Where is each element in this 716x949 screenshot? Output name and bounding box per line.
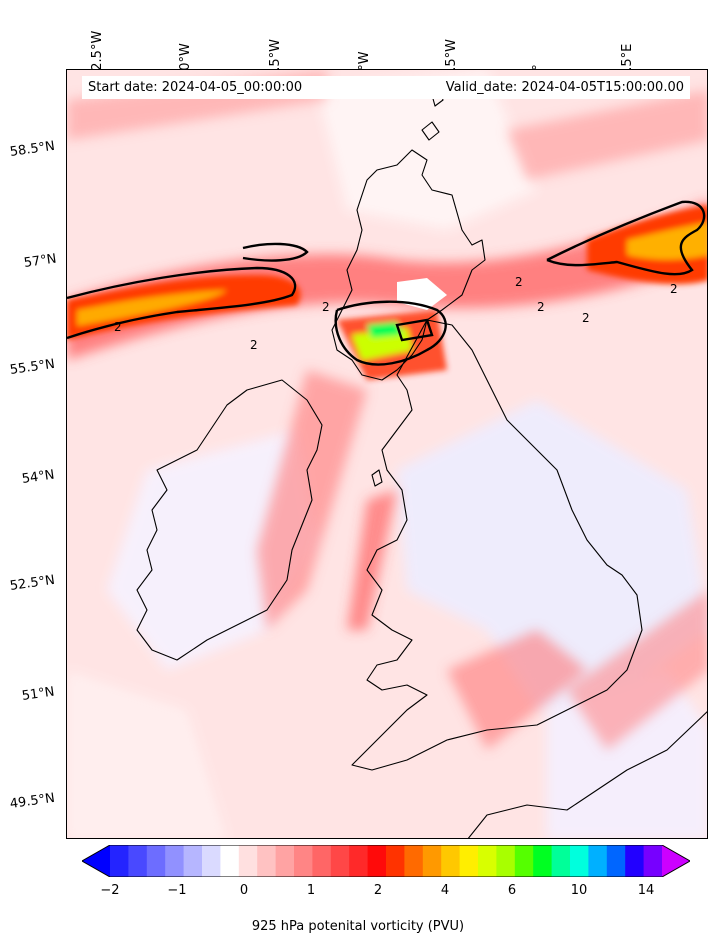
colorbar-segment [220, 845, 240, 877]
colorbar-segment [202, 845, 221, 877]
colorbar-segment [238, 845, 258, 877]
contour-label: 2 [537, 300, 545, 314]
colorbar-tick-label: −1 [167, 883, 187, 898]
contour-central [334, 300, 447, 366]
colorbar-segment [183, 845, 203, 877]
latitude-label-54n: 54°N [20, 467, 56, 487]
colorbar-segment [349, 845, 369, 877]
colorbar-segment [588, 845, 608, 877]
colorbar-segment [643, 845, 663, 877]
colorbar-segment [330, 845, 350, 877]
latitude-label-58-5n: 58.5°N [8, 138, 56, 160]
start-date-text: Start date: 2024-04-05_00:00:00 [88, 80, 303, 95]
contour-label: 2 [250, 338, 258, 352]
colorbar-segment [459, 845, 479, 877]
colorbar-segment [570, 845, 589, 877]
latitude-label-49-5n: 49.5°N [8, 790, 56, 812]
map-frame: 2 2 2 2 2 2 2 [66, 69, 708, 839]
low-pv-regions [67, 70, 707, 838]
colorbar-segment [625, 845, 645, 877]
colorbar-segment [386, 845, 405, 877]
colorbar-segment [441, 845, 461, 877]
colorbar-tick-label: 2 [373, 883, 383, 898]
date-header: Start date: 2024-04-05_00:00:00 Valid_da… [82, 76, 690, 99]
colorbar-segment [294, 845, 313, 877]
colorbar-segment [312, 845, 332, 877]
colorbar-segment [606, 845, 626, 877]
colorbar-tick-label: 1 [306, 883, 316, 898]
pv-field-map [67, 70, 707, 838]
colorbar-segment [146, 845, 166, 877]
latitude-label-52-5n: 52.5°N [8, 572, 56, 594]
colorbar [82, 845, 690, 877]
colorbar-tick-label: 4 [440, 883, 450, 898]
colorbar-tick-label: 6 [507, 883, 517, 898]
latitude-label-55-5n: 55.5°N [8, 356, 56, 378]
colorbar-segment [533, 845, 553, 877]
france-coastline [467, 711, 707, 838]
contour-label: 2 [114, 320, 122, 334]
colorbar-segment [404, 845, 424, 877]
colorbar-label: 925 hPa potenital vorticity (PVU) [251, 919, 465, 934]
colorbar-segment [514, 845, 534, 877]
valid-date-text: Valid_date: 2024-04-05T15:00:00.00 [445, 80, 684, 95]
colorbar-extend-max [662, 845, 690, 877]
colorbar-tick-label: 10 [570, 883, 588, 898]
contour-label: 2 [582, 311, 590, 325]
colorbar-tick-label: 0 [239, 883, 249, 898]
colorbar-segment [422, 845, 442, 877]
colorbar-segment [165, 845, 185, 877]
contour-label: 2 [515, 275, 523, 289]
colorbar-segment [478, 845, 497, 877]
colorbar-segment [110, 845, 129, 877]
peak-pv-bands [67, 205, 707, 380]
colorbar-segment [257, 845, 277, 877]
contour-label: 2 [670, 282, 678, 296]
england-wales-coastline [351, 319, 643, 771]
colorbar-tick-label: 14 [637, 883, 655, 898]
contour-east [546, 200, 706, 276]
colorbar-segment [128, 845, 148, 877]
pv-2-contours [67, 200, 706, 366]
colorbar-segment [496, 845, 516, 877]
contour-west [67, 266, 297, 340]
ireland-coastline [136, 379, 323, 661]
colorbar-extend-min [82, 845, 110, 877]
contour-label: 2 [322, 300, 330, 314]
colorbar-segment [551, 845, 571, 877]
latitude-label-51n: 51°N [20, 684, 56, 704]
latitude-label-57n: 57°N [22, 251, 58, 271]
colorbar-segment [367, 845, 387, 877]
colorbar-segment [275, 845, 295, 877]
colorbar-tick-label: −2 [100, 883, 120, 898]
